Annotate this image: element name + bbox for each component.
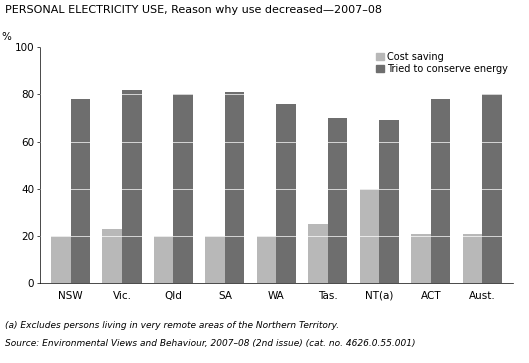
Bar <box>328 118 348 283</box>
Bar <box>482 94 502 283</box>
Bar <box>154 236 174 283</box>
Bar <box>277 104 296 283</box>
Bar <box>51 236 70 283</box>
Text: (a) Excludes persons living in very remote areas of the Northern Territory.: (a) Excludes persons living in very remo… <box>5 321 340 330</box>
Bar <box>411 234 431 283</box>
Bar <box>70 99 90 283</box>
Bar <box>379 120 399 283</box>
Bar <box>103 229 122 283</box>
Bar <box>463 234 482 283</box>
Bar <box>360 189 379 283</box>
Y-axis label: %: % <box>2 32 12 42</box>
Bar <box>431 99 450 283</box>
Bar <box>122 90 142 283</box>
Bar <box>225 92 244 283</box>
Bar <box>174 94 193 283</box>
Bar <box>257 236 277 283</box>
Legend: Cost saving, Tried to conserve energy: Cost saving, Tried to conserve energy <box>376 52 508 74</box>
Text: PERSONAL ELECTRICITY USE, Reason why use decreased—2007–08: PERSONAL ELECTRICITY USE, Reason why use… <box>5 5 382 16</box>
Bar <box>205 236 225 283</box>
Text: Source: Environmental Views and Behaviour, 2007–08 (2nd issue) (cat. no. 4626.0.: Source: Environmental Views and Behaviou… <box>5 339 416 348</box>
Bar <box>308 224 328 283</box>
